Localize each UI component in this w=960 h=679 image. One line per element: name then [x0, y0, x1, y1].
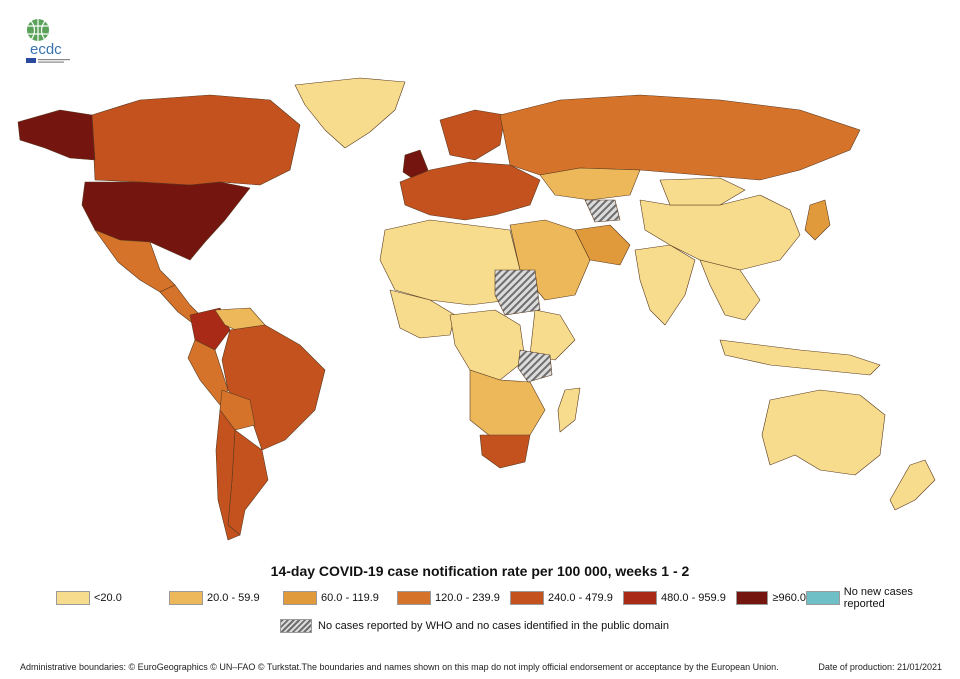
no-data-legend: No cases reported by WHO and no cases id… — [280, 618, 669, 634]
world-choropleth-map — [17, 77, 936, 541]
region-southern-africa — [469, 369, 546, 441]
region-russia — [499, 94, 861, 181]
legend-item-2: 20.0 - 59.9 — [169, 591, 283, 605]
legend-label: 120.0 - 239.9 — [435, 592, 500, 604]
region-australia — [761, 389, 886, 476]
legend-label: 240.0 - 479.9 — [548, 592, 613, 604]
legend-label: 60.0 - 119.9 — [321, 592, 379, 604]
region-alaska — [17, 109, 96, 161]
legend-swatch — [169, 591, 203, 605]
legend-label: <20.0 — [94, 592, 122, 604]
legend: <20.0 20.0 - 59.9 60.0 - 119.9 120.0 - 2… — [56, 586, 956, 610]
region-greenland — [294, 77, 406, 149]
legend-swatch — [623, 591, 657, 605]
region-iran — [574, 224, 631, 266]
region-sudan — [494, 269, 541, 316]
no-data-label: No cases reported by WHO and no cases id… — [318, 620, 669, 632]
region-madagascar — [557, 387, 581, 433]
region-europe — [399, 161, 541, 221]
legend-label: No new cases reported — [843, 586, 913, 610]
region-usa — [81, 181, 251, 261]
region-southeast-asia — [699, 259, 761, 321]
region-south-africa — [479, 434, 531, 469]
legend-swatch — [56, 591, 90, 605]
region-peru — [187, 339, 229, 406]
region-tanzania — [517, 349, 553, 383]
region-canada — [91, 94, 301, 186]
legend-swatch — [397, 591, 431, 605]
legend-swatch — [736, 591, 769, 605]
legend-label: 480.0 - 959.9 — [661, 592, 726, 604]
legend-swatch — [806, 591, 840, 605]
region-india — [634, 244, 696, 326]
hatch-swatch — [280, 619, 312, 633]
ecdc-logo: ecdc — [22, 16, 78, 64]
region-west-africa — [389, 289, 456, 339]
region-kazakhstan — [539, 167, 641, 201]
legend-item-6: 480.0 - 959.9 — [623, 591, 736, 605]
legend-item-5: 240.0 - 479.9 — [510, 591, 623, 605]
region-scandinavia — [439, 109, 506, 161]
legend-item-4: 120.0 - 239.9 — [397, 591, 510, 605]
legend-label: 20.0 - 59.9 — [207, 592, 260, 604]
legend-item-8: No new cases reported — [806, 586, 956, 610]
region-new-zealand — [889, 459, 936, 511]
region-mongolia — [659, 177, 746, 206]
production-date: Date of production: 21/01/2021 — [818, 662, 942, 672]
logo-text: ecdc — [30, 41, 62, 58]
region-bolivia — [219, 389, 256, 431]
region-indonesia — [719, 339, 881, 376]
map-title: 14-day COVID-19 case notification rate p… — [270, 563, 690, 579]
region-east-africa — [529, 309, 576, 361]
legend-swatch — [283, 591, 317, 605]
legend-item-3: 60.0 - 119.9 — [283, 591, 397, 605]
region-colombia — [189, 307, 231, 351]
legend-item-7: ≥960.0 — [736, 591, 806, 605]
attribution-text: Administrative boundaries: © EuroGeograp… — [20, 662, 779, 672]
legend-label: ≥960.0 — [772, 592, 806, 604]
region-brazil — [221, 324, 326, 451]
region-chile — [215, 409, 241, 541]
region-turkmenistan — [584, 199, 621, 223]
region-central-africa — [449, 309, 526, 381]
legend-swatch — [510, 591, 544, 605]
legend-item-1: <20.0 — [56, 591, 169, 605]
region-japan — [804, 199, 831, 241]
